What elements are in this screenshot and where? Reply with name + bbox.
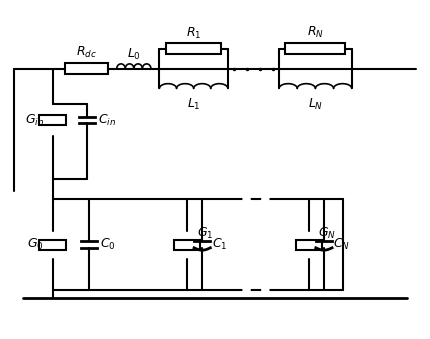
Text: $C_{in}$: $C_{in}$	[98, 113, 116, 127]
Bar	[296, 240, 322, 250]
Text: $G_1$: $G_1$	[197, 226, 213, 241]
Text: $R_{dc}$: $R_{dc}$	[77, 45, 97, 60]
Bar	[40, 115, 66, 125]
Text: $R_1$: $R_1$	[186, 26, 201, 41]
Bar	[174, 240, 200, 250]
Bar	[286, 43, 345, 54]
Text: $L_N$: $L_N$	[308, 97, 323, 112]
Text: $L_0$: $L_0$	[127, 46, 141, 61]
Bar	[166, 43, 221, 54]
Bar	[40, 240, 66, 250]
Text: $L_1$: $L_1$	[187, 97, 200, 112]
Text: $G_{in}$: $G_{in}$	[25, 113, 44, 127]
Text: $C_0$: $C_0$	[100, 237, 116, 252]
Text: $G_0$: $G_0$	[28, 237, 44, 252]
Text: $R_N$: $R_N$	[307, 25, 324, 40]
Text: $G_N$: $G_N$	[318, 226, 336, 241]
Text: $C_1$: $C_1$	[212, 237, 227, 252]
Bar	[65, 63, 108, 74]
Text: $C_N$: $C_N$	[333, 237, 350, 252]
